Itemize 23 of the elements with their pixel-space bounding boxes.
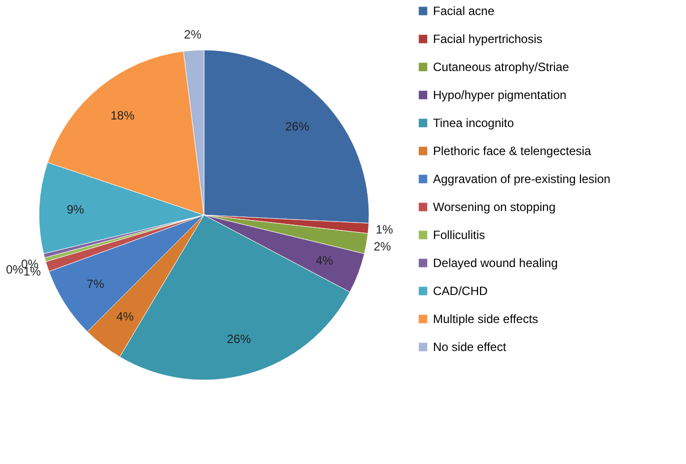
data-label: 1% bbox=[376, 222, 394, 237]
data-label: 26% bbox=[226, 332, 252, 346]
legend-label: Folliculitis bbox=[433, 228, 486, 242]
legend-label: Facial acne bbox=[433, 4, 495, 18]
legend-label: Multiple side effects bbox=[433, 312, 538, 326]
legend-label: Aggravation of pre-existing lesion bbox=[433, 172, 610, 186]
legend-label: Plethoric face & telengectesia bbox=[433, 144, 592, 158]
data-label: 4% bbox=[316, 254, 334, 268]
data-label: 18% bbox=[110, 108, 135, 122]
legend-label: Worsening on stopping bbox=[433, 200, 556, 214]
legend-label: No side effect bbox=[433, 340, 507, 354]
legend-label: Delayed wound healing bbox=[433, 256, 558, 270]
data-label: 2% bbox=[184, 27, 202, 42]
data-label: 2% bbox=[374, 239, 392, 254]
data-label: 4% bbox=[116, 310, 134, 324]
legend-label: Tinea incognito bbox=[433, 116, 514, 130]
legend-label: Facial hypertrichosis bbox=[433, 32, 542, 46]
data-label: 7% bbox=[86, 277, 104, 292]
data-label: 9% bbox=[66, 202, 84, 216]
data-label: 26% bbox=[285, 119, 310, 134]
legend-label: Cutaneous atrophy/Striae bbox=[433, 60, 570, 74]
legend-label: CAD/CHD bbox=[433, 284, 488, 298]
legend-label: Hypo/hyper pigmentation bbox=[433, 88, 566, 102]
